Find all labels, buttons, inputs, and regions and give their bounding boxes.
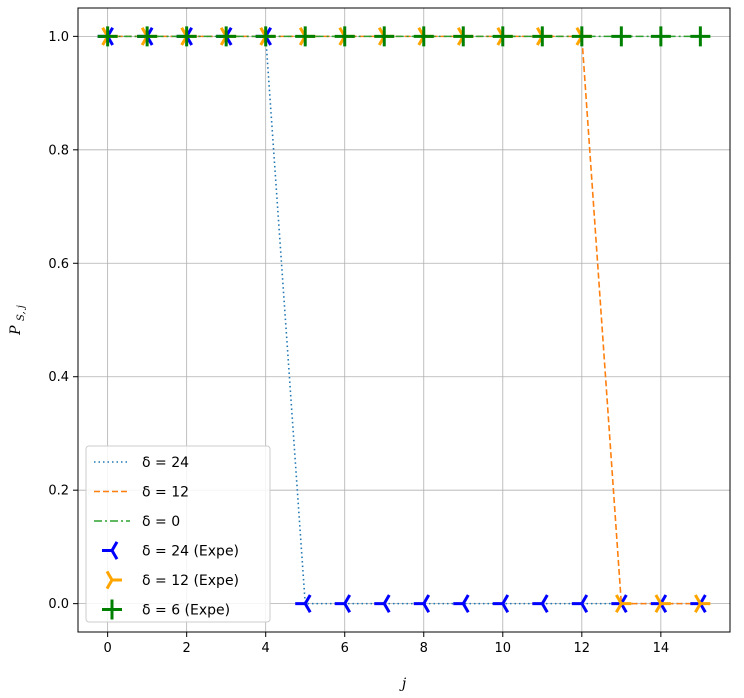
legend-box <box>85 445 271 623</box>
legend-label: δ = 12 (Expe) <box>142 573 239 589</box>
x-tick-label: 12 <box>574 641 591 656</box>
data-point <box>532 26 553 47</box>
y-tick-label: 0.0 <box>48 597 69 612</box>
y-tick-label: 0.8 <box>48 143 69 158</box>
data-point <box>176 26 197 47</box>
data-point <box>374 26 395 47</box>
data-point <box>413 594 431 614</box>
y-tick-label: 1.0 <box>48 30 69 45</box>
y-axis-ticks: 0.0 0.2 0.4 0.6 0.8 1.0 <box>48 30 78 612</box>
x-tick-label: 14 <box>653 641 670 656</box>
data-point <box>571 594 589 614</box>
x-tick-label: 2 <box>183 641 191 656</box>
legend-label: δ = 12 <box>142 485 189 501</box>
data-point <box>216 26 237 47</box>
data-point <box>453 594 470 614</box>
data-point <box>255 26 276 47</box>
y-tick-label: 0.6 <box>48 257 69 272</box>
legend-marker-swatch <box>102 541 119 560</box>
y-axis-label-main: P <box>8 325 24 336</box>
data-point <box>532 594 549 614</box>
data-point <box>137 26 158 47</box>
data-point <box>654 594 671 614</box>
legend-marker-swatch <box>102 599 122 620</box>
data-point <box>413 26 434 47</box>
legend-label: δ = 6 (Expe) <box>142 603 230 619</box>
data-point <box>492 26 513 47</box>
data-point <box>334 594 352 614</box>
series-line <box>107 35 701 605</box>
data-point <box>334 26 355 47</box>
plot-frame <box>77 7 731 633</box>
data-point <box>295 594 312 614</box>
data-point <box>611 26 632 47</box>
data-point <box>453 26 474 47</box>
legend-label: δ = 24 (Expe) <box>142 544 239 560</box>
data-point <box>374 594 391 614</box>
x-tick-label: 0 <box>103 641 111 656</box>
data-point <box>492 594 510 614</box>
y-axis-label-subscript: S, j <box>16 305 27 321</box>
legend-marker-swatch <box>105 570 122 590</box>
legend-label: δ = 0 <box>142 514 180 530</box>
legend-label: δ = 24 <box>142 455 189 471</box>
series-layer <box>97 26 711 614</box>
y-axis-label: P S, j <box>8 305 27 336</box>
data-point <box>571 26 592 47</box>
x-tick-label: 4 <box>262 641 270 656</box>
x-tick-label: 10 <box>495 641 512 656</box>
data-point <box>650 26 671 47</box>
data-point <box>694 594 711 614</box>
x-tick-label: 6 <box>341 641 349 656</box>
data-point <box>615 594 632 614</box>
x-axis-ticks: 0 2 4 6 8 10 12 14 <box>103 632 669 656</box>
y-tick-label: 0.4 <box>48 370 69 385</box>
x-axis-label: j <box>399 676 407 692</box>
data-point <box>690 26 711 47</box>
y-tick-label: 0.2 <box>48 484 69 499</box>
legend: δ = 24 δ = 12 δ = 0 δ = 24 (Expe) δ = 12 (Ex… <box>85 445 271 623</box>
data-point <box>97 26 118 47</box>
x-tick-label: 8 <box>420 641 428 656</box>
data-point <box>295 26 316 47</box>
